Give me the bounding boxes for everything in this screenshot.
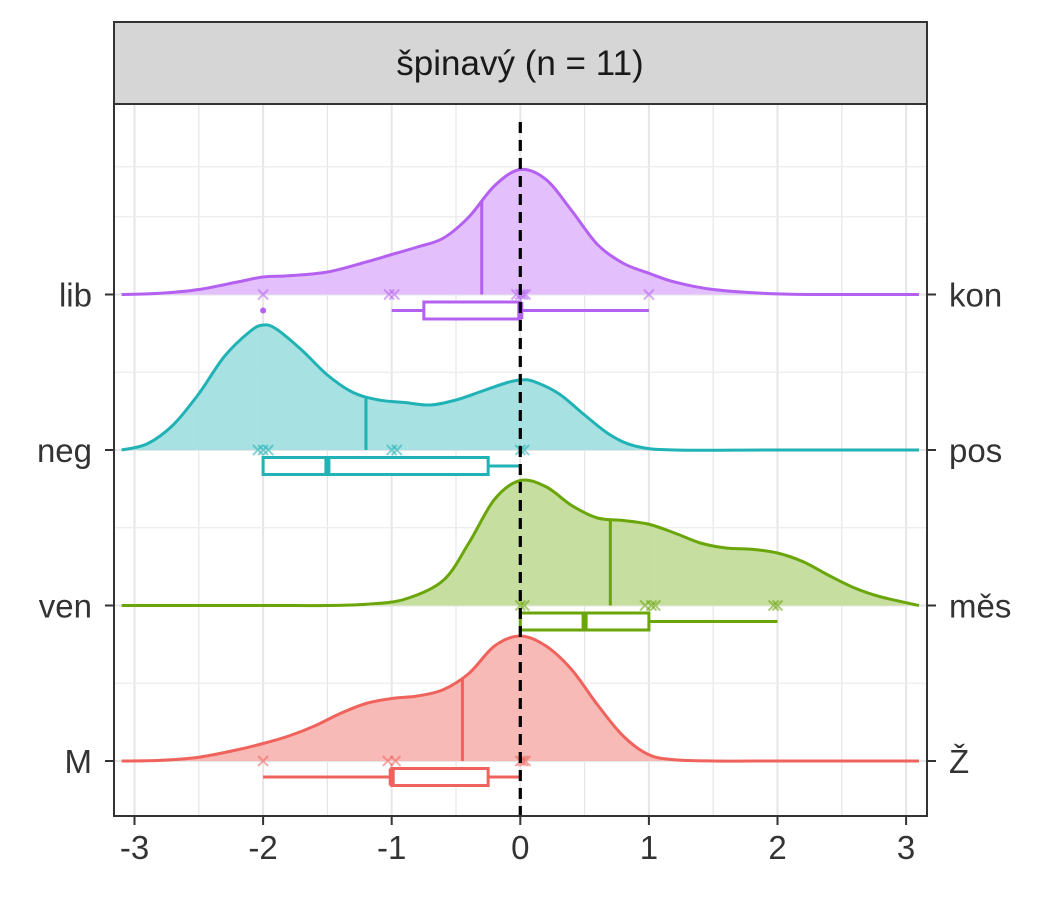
data-point-stroke xyxy=(514,599,527,612)
x-tick-label: -1 xyxy=(377,829,406,866)
data-point xyxy=(385,444,398,456)
y-tick-label-right: Ž xyxy=(949,743,969,780)
facet-strip: špinavý (n = 11) xyxy=(113,21,928,105)
data-point-stroke xyxy=(257,755,269,767)
density-line xyxy=(121,478,920,608)
box-outlier xyxy=(260,307,267,314)
data-point xyxy=(257,755,269,767)
data-point xyxy=(388,288,400,301)
x-tick-label: 2 xyxy=(768,829,786,866)
data-point-stroke xyxy=(643,288,655,301)
data-point xyxy=(262,444,274,456)
data-point-stroke xyxy=(262,444,274,456)
y-tick-label-right: pos xyxy=(949,432,1002,469)
x-tick-label: 0 xyxy=(511,829,529,866)
density-area xyxy=(121,324,919,451)
data-point-stroke xyxy=(385,444,398,456)
data-point-stroke xyxy=(389,755,402,767)
data-point-stroke xyxy=(645,599,658,612)
data-point xyxy=(391,444,403,456)
data-point xyxy=(257,288,269,301)
y-tick-label-left: ven xyxy=(39,588,92,625)
x-tick-label: -2 xyxy=(248,829,277,866)
data-point xyxy=(645,599,658,612)
y-tick-label-right: kon xyxy=(949,277,1002,314)
data-point xyxy=(514,599,527,612)
y-tick-label-right: měs xyxy=(949,588,1011,625)
data-point-stroke xyxy=(771,599,784,612)
density-line xyxy=(121,167,919,297)
x-tick-label: 1 xyxy=(640,829,658,866)
y-tick-label-left: M xyxy=(65,743,93,780)
data-point-stroke xyxy=(257,288,269,301)
x-tick-label: 3 xyxy=(897,829,915,866)
y-tick-label-left: lib xyxy=(59,277,92,314)
data-point xyxy=(649,599,662,612)
data-point-stroke xyxy=(391,444,403,456)
data-point-stroke xyxy=(517,288,529,301)
data-point-stroke xyxy=(252,444,264,456)
y-tick-label-left: neg xyxy=(37,432,92,469)
facet-strip-title: špinavý (n = 11) xyxy=(396,44,643,83)
data-point xyxy=(252,444,264,456)
data-point xyxy=(643,288,655,301)
data-point xyxy=(257,444,269,456)
data-point xyxy=(519,755,532,767)
density-line xyxy=(121,634,919,763)
data-point-stroke xyxy=(388,288,400,301)
data-point-stroke xyxy=(767,599,780,612)
data-point-stroke xyxy=(257,444,269,456)
x-axis: -3 -2 -1 0 1 2 3 xyxy=(120,816,915,866)
data-point-stroke xyxy=(383,288,395,301)
data-point-stroke xyxy=(649,599,662,612)
box-iqr xyxy=(422,300,522,321)
data-point xyxy=(389,755,402,767)
data-point xyxy=(767,599,780,612)
box-iqr xyxy=(390,767,490,787)
data-point-stroke xyxy=(519,755,532,767)
box-iqr xyxy=(261,456,490,476)
data-point-stroke xyxy=(519,288,532,301)
data-point-stroke xyxy=(517,755,529,767)
density-line xyxy=(121,323,919,452)
data-point xyxy=(383,288,395,301)
facet-strip-background xyxy=(113,21,928,105)
x-tick-label: -3 xyxy=(120,829,149,866)
data-point xyxy=(771,599,784,612)
data-point xyxy=(519,288,532,301)
